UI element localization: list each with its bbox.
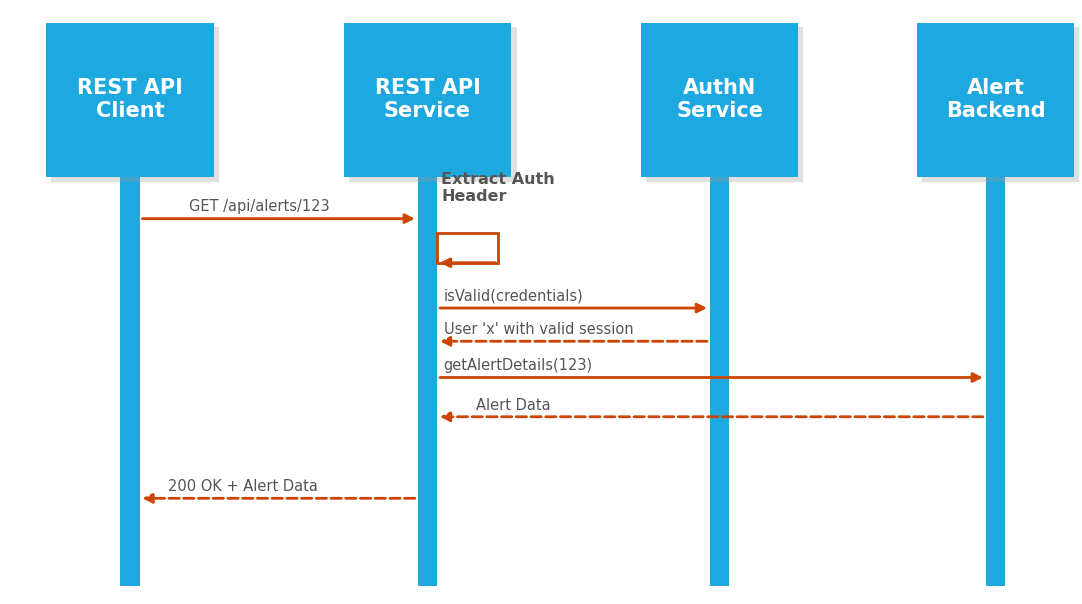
Text: REST API
Service: REST API Service <box>374 78 480 121</box>
FancyBboxPatch shape <box>45 22 214 176</box>
Text: Alert Data: Alert Data <box>476 397 551 413</box>
FancyBboxPatch shape <box>641 22 799 176</box>
FancyBboxPatch shape <box>348 27 517 181</box>
FancyBboxPatch shape <box>986 177 1005 586</box>
FancyBboxPatch shape <box>51 27 219 181</box>
Text: Alert
Backend: Alert Backend <box>946 78 1045 121</box>
FancyBboxPatch shape <box>922 27 1080 181</box>
Text: User 'x' with valid session: User 'x' with valid session <box>444 322 633 337</box>
FancyBboxPatch shape <box>120 177 140 586</box>
FancyBboxPatch shape <box>710 177 729 586</box>
Text: REST API
Client: REST API Client <box>77 78 183 121</box>
FancyBboxPatch shape <box>437 233 498 263</box>
FancyBboxPatch shape <box>418 177 437 586</box>
FancyBboxPatch shape <box>344 22 512 176</box>
Text: Extract Auth
Header: Extract Auth Header <box>441 172 555 204</box>
FancyBboxPatch shape <box>647 27 803 181</box>
FancyBboxPatch shape <box>918 22 1073 176</box>
Text: GET /api/alerts/123: GET /api/alerts/123 <box>189 199 330 214</box>
Text: isValid(credentials): isValid(credentials) <box>444 289 583 304</box>
Text: getAlertDetails(123): getAlertDetails(123) <box>444 358 593 373</box>
Text: 200 OK + Alert Data: 200 OK + Alert Data <box>168 479 318 494</box>
Text: AuthN
Service: AuthN Service <box>676 78 763 121</box>
